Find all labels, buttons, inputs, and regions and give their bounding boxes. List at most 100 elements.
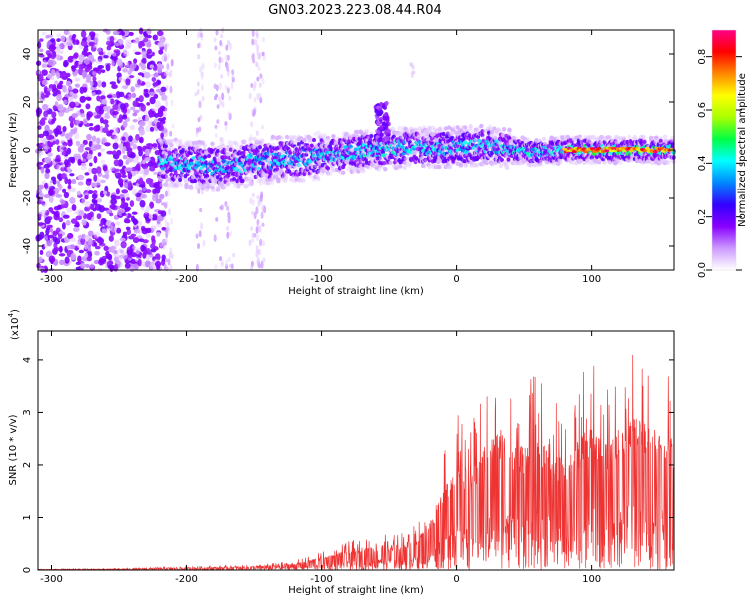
spectrogram-cell [162, 116, 167, 121]
spectrogram-cell [145, 227, 152, 234]
spectrogram-cell [87, 167, 92, 175]
spectrogram-cell [213, 62, 217, 69]
spectrogram-cell [144, 260, 152, 268]
spectrogram-cell [155, 100, 161, 109]
spectrogram-cell [388, 160, 393, 165]
spectrogram-cell [127, 70, 132, 75]
spectrogram-cell [126, 93, 133, 102]
spectrogram-cell [60, 41, 67, 49]
spectrogram-cell [85, 74, 92, 82]
spectrogram-cell [86, 256, 92, 262]
spectrogram-cell [144, 93, 150, 98]
spectrogram-cell [437, 164, 442, 170]
spectrogram-cell [129, 266, 135, 272]
spectrogram-cell [75, 266, 80, 270]
spectrogram-cell [132, 118, 138, 123]
spectrogram-cell [141, 260, 146, 267]
spectrogram-cell [139, 169, 145, 175]
spectrogram-cell [76, 176, 82, 181]
spectrogram-cell [132, 144, 138, 150]
spectrogram-cell [143, 248, 148, 255]
spectrogram-cell [116, 58, 123, 66]
spectrogram-cell [153, 93, 159, 99]
spectrogram-cell [47, 182, 53, 188]
spectrogram-cell [167, 226, 171, 235]
spectrogram-cell [138, 27, 144, 35]
spectrogram-cell [88, 190, 94, 194]
spectrogram-cell [149, 64, 155, 69]
spectrogram-cell [145, 189, 152, 194]
spectrogram-cell [52, 236, 58, 242]
spectrogram-cell [133, 58, 138, 64]
spectrogram-cell [217, 63, 221, 71]
spectrogram-cell [153, 183, 160, 189]
spectrogram-cell [121, 85, 129, 89]
spectrogram-cell [145, 253, 151, 261]
spectrogram-cell [164, 202, 168, 209]
spectrogram-cell [119, 237, 126, 242]
spectrogram-cell [101, 228, 107, 234]
spectrogram-cell [145, 233, 151, 239]
spectrogram-cell [135, 196, 141, 202]
spectrogram-cell [229, 230, 233, 237]
spectrogram-cell [82, 139, 88, 145]
spectrogram-cell [244, 183, 250, 189]
spectrogram-cell [117, 178, 124, 186]
spectrogram-cell [261, 239, 265, 247]
spectrogram-cell [83, 58, 90, 66]
spectrogram-cell [100, 159, 106, 164]
spectrogram-cell [152, 193, 156, 202]
spectrogram-cell [146, 28, 152, 35]
spectrogram-cell [75, 215, 83, 221]
spectrogram-cell [117, 205, 121, 210]
spectrogram-cell [251, 192, 255, 198]
spectrogram-cell [167, 258, 171, 266]
spectrogram-cell [259, 97, 263, 104]
spectrogram-cell [93, 259, 100, 265]
spectrogram-cell [161, 254, 166, 261]
spectrogram-cell [169, 143, 174, 148]
spectrogram-cell [199, 207, 203, 213]
spectrogram-cell [149, 91, 156, 96]
spectrogram-cell [149, 96, 156, 105]
spectrogram-cell [39, 231, 45, 240]
spectrogram-cell [47, 59, 54, 66]
spectrogram-cell [43, 194, 51, 199]
spectrogram-cell [160, 38, 166, 43]
spectrogram-cell [195, 130, 199, 137]
spectrogram-cell [252, 136, 257, 142]
spectrogram-cell [51, 210, 56, 215]
spectrogram-cell [112, 104, 119, 110]
spectrogram-cell [197, 242, 200, 250]
spectrogram-cell [91, 167, 98, 175]
spectrogram-cell [137, 258, 142, 267]
spectrogram-cell [45, 34, 50, 39]
spectrogram-cell [156, 121, 161, 129]
spectrogram-cell [218, 51, 221, 56]
spectrogram-cell [64, 88, 70, 94]
spectrogram-cell [105, 250, 110, 258]
spectrogram-cell [160, 132, 164, 139]
spectrogram-cell [81, 198, 86, 206]
spectrogram-cell [94, 115, 101, 119]
spectrogram-cell [157, 107, 164, 114]
spectrogram-cell [149, 143, 153, 150]
spectrogram-cell [79, 95, 87, 103]
spectrogram-cell [128, 31, 134, 36]
spectrogram-cell [48, 188, 54, 196]
spectrogram-cell [224, 121, 228, 126]
spectrogram-cell [89, 211, 94, 218]
spectrogram-cell [260, 142, 265, 147]
spectrogram-cell [249, 181, 254, 187]
spectrogram-cell [89, 122, 94, 127]
spectrogram-cell [157, 67, 162, 74]
spectrogram-cell [221, 92, 225, 101]
spectrogram-cell [170, 59, 174, 67]
spectrogram-cell [87, 35, 91, 43]
spectrogram-cell [67, 96, 73, 101]
spectrogram-cell [55, 180, 61, 185]
spectrogram-cell [250, 263, 254, 271]
spectrogram-cell [121, 174, 127, 179]
spectrogram-cell [109, 129, 114, 134]
